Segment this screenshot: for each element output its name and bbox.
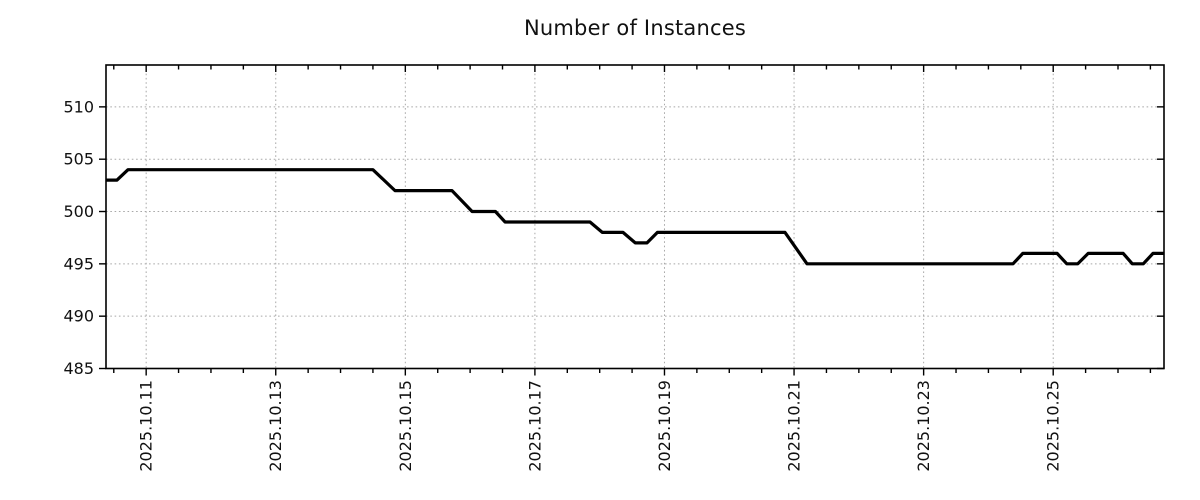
series-line-instances	[106, 168, 1164, 266]
x-tick-label: 2025.10.17	[525, 380, 544, 472]
x-tick-label: 2025.10.15	[396, 380, 415, 472]
x-tick-label: 2025.10.11	[137, 380, 156, 472]
x-tick-label: 2025.10.13	[266, 380, 285, 472]
x-tick-label: 2025.10.25	[1044, 380, 1063, 472]
x-tick-label: 2025.10.23	[914, 380, 933, 472]
y-tick-label: 505	[63, 150, 94, 169]
plot-frame	[105, 64, 1165, 370]
chart-title: Number of Instances	[523, 16, 746, 40]
y-tick-label: 500	[63, 202, 94, 221]
y-tick-label: 510	[63, 97, 94, 116]
y-tick-label: 485	[63, 359, 94, 378]
y-tick-label: 495	[63, 254, 94, 273]
y-tick-label: 490	[63, 307, 94, 326]
x-tick-label: 2025.10.21	[785, 380, 804, 472]
x-tick-label: 2025.10.19	[655, 380, 674, 472]
